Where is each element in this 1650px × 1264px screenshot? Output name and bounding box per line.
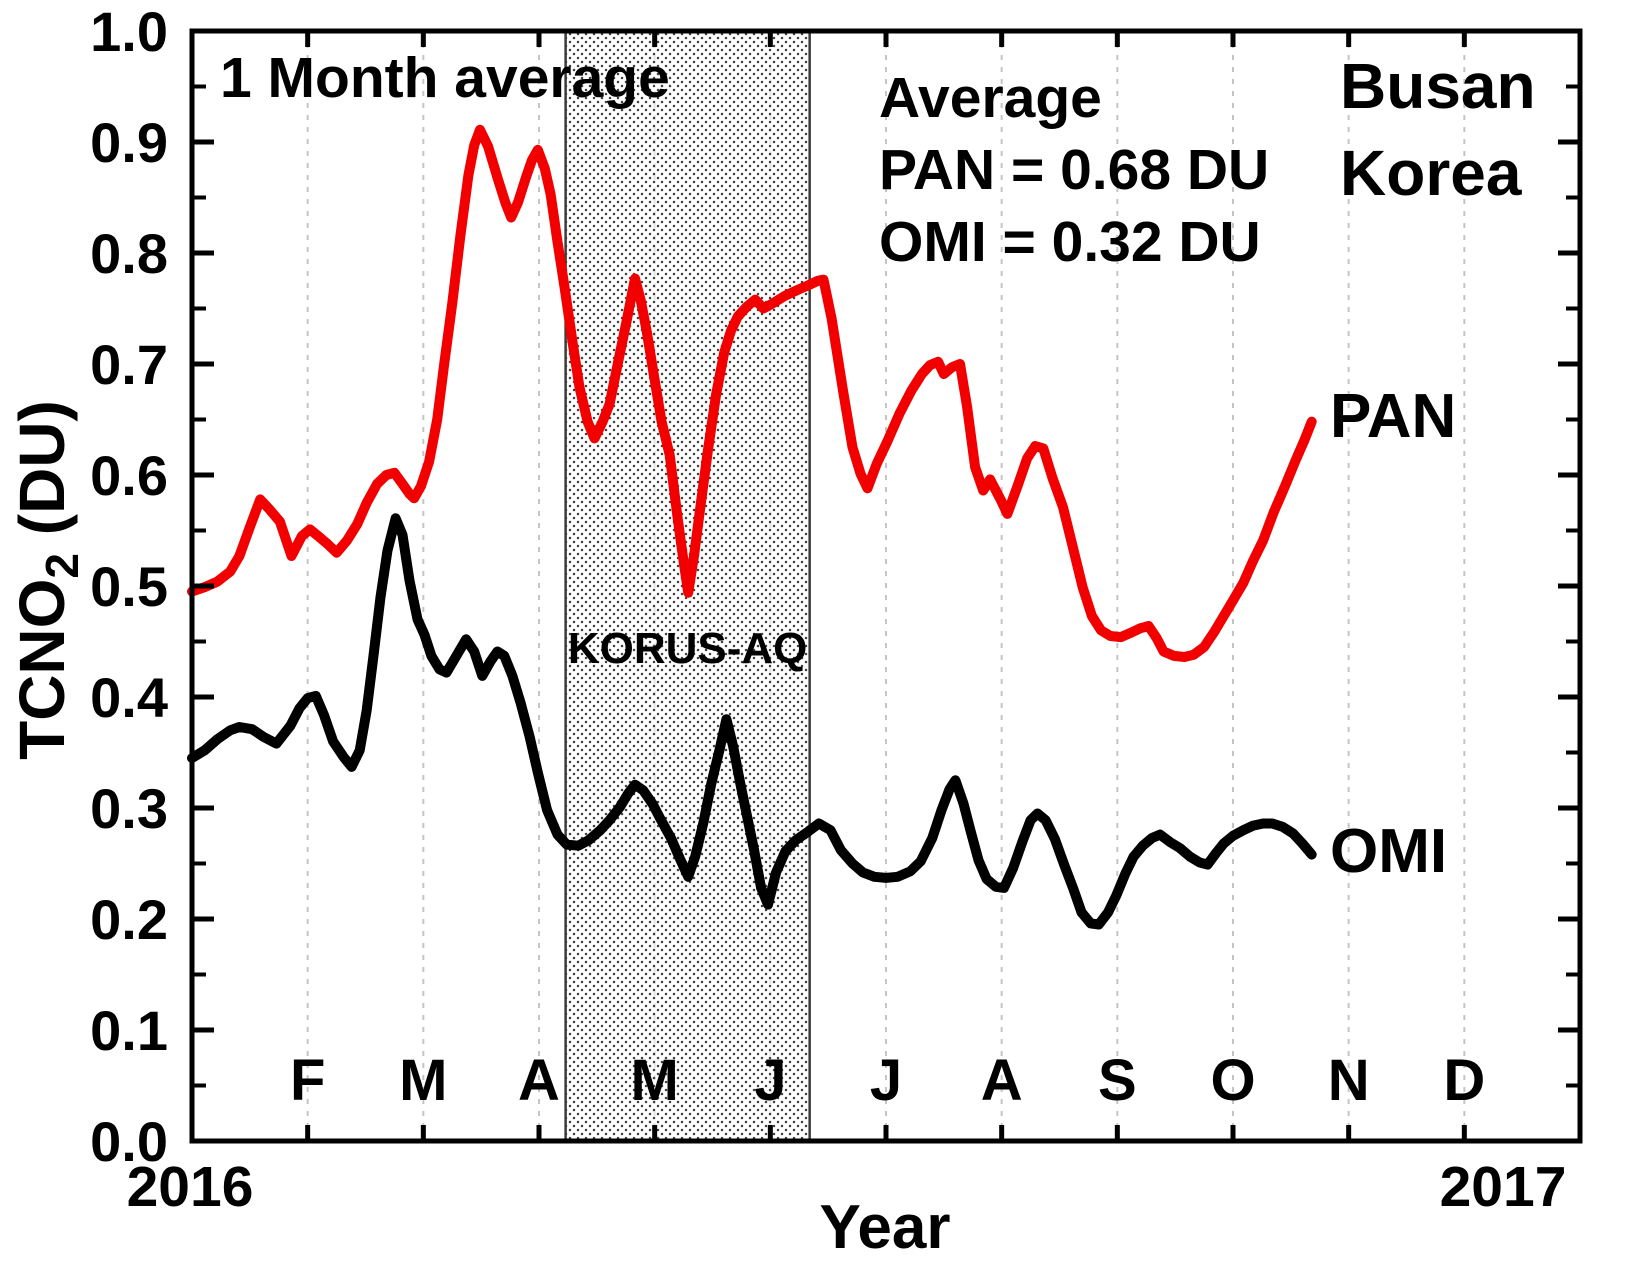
y-tick-label: 0.5 (90, 555, 168, 618)
month-label: S (1098, 1048, 1137, 1113)
y-tick-label: 0.2 (90, 888, 168, 951)
y-tick-label: 0.8 (90, 222, 168, 285)
month-label: J (754, 1048, 786, 1113)
month-label: D (1443, 1048, 1485, 1113)
korus-aq-label: KORUS-AQ (568, 624, 808, 673)
month-label: M (631, 1048, 679, 1113)
omi-line (187, 513, 1317, 930)
y-tick-label: 0.7 (90, 333, 168, 396)
omi-series-label: OMI (1330, 817, 1447, 886)
month-label: J (870, 1048, 902, 1113)
y-tick-label: 0.9 (90, 111, 168, 174)
y-tick-label: 1.0 (90, 0, 168, 63)
axis-ticks (192, 28, 1580, 1144)
y-tick-label: 0.0 (90, 1110, 168, 1173)
month-label: M (399, 1048, 447, 1113)
month-label: F (290, 1048, 325, 1113)
year-start-label: 2016 (127, 1155, 254, 1219)
month-label: A (518, 1048, 560, 1113)
year-end-label: 2017 (1440, 1155, 1567, 1219)
y-tick-label: 0.6 (90, 444, 168, 507)
x-axis-title: Year (819, 1193, 950, 1262)
y-tick-labels: 0.0 0.1 0.2 0.3 0.4 0.5 0.6 0.7 0.8 0.9 1.0 (90, 0, 168, 1173)
y-axis-title: TCNO2 (DU) (6, 400, 88, 760)
legend-omi-average: OMI = 0.32 DU (879, 210, 1261, 274)
y-tick-label: 0.3 (90, 777, 168, 840)
month-label: N (1328, 1048, 1370, 1113)
note-month-average: 1 Month average (220, 46, 670, 110)
pan-line (187, 124, 1317, 662)
location-city: Busan (1340, 50, 1536, 122)
pan-series-label: PAN (1330, 382, 1456, 451)
y-tick-label: 0.1 (90, 999, 168, 1062)
y-tick-label: 0.4 (90, 666, 168, 729)
month-label: O (1210, 1048, 1255, 1113)
month-gridlines (306, 31, 1466, 1141)
location-country: Korea (1340, 137, 1522, 209)
month-label: A (981, 1048, 1023, 1113)
legend-pan-average: PAN = 0.68 DU (879, 138, 1269, 202)
legend-header: Average (879, 66, 1102, 130)
